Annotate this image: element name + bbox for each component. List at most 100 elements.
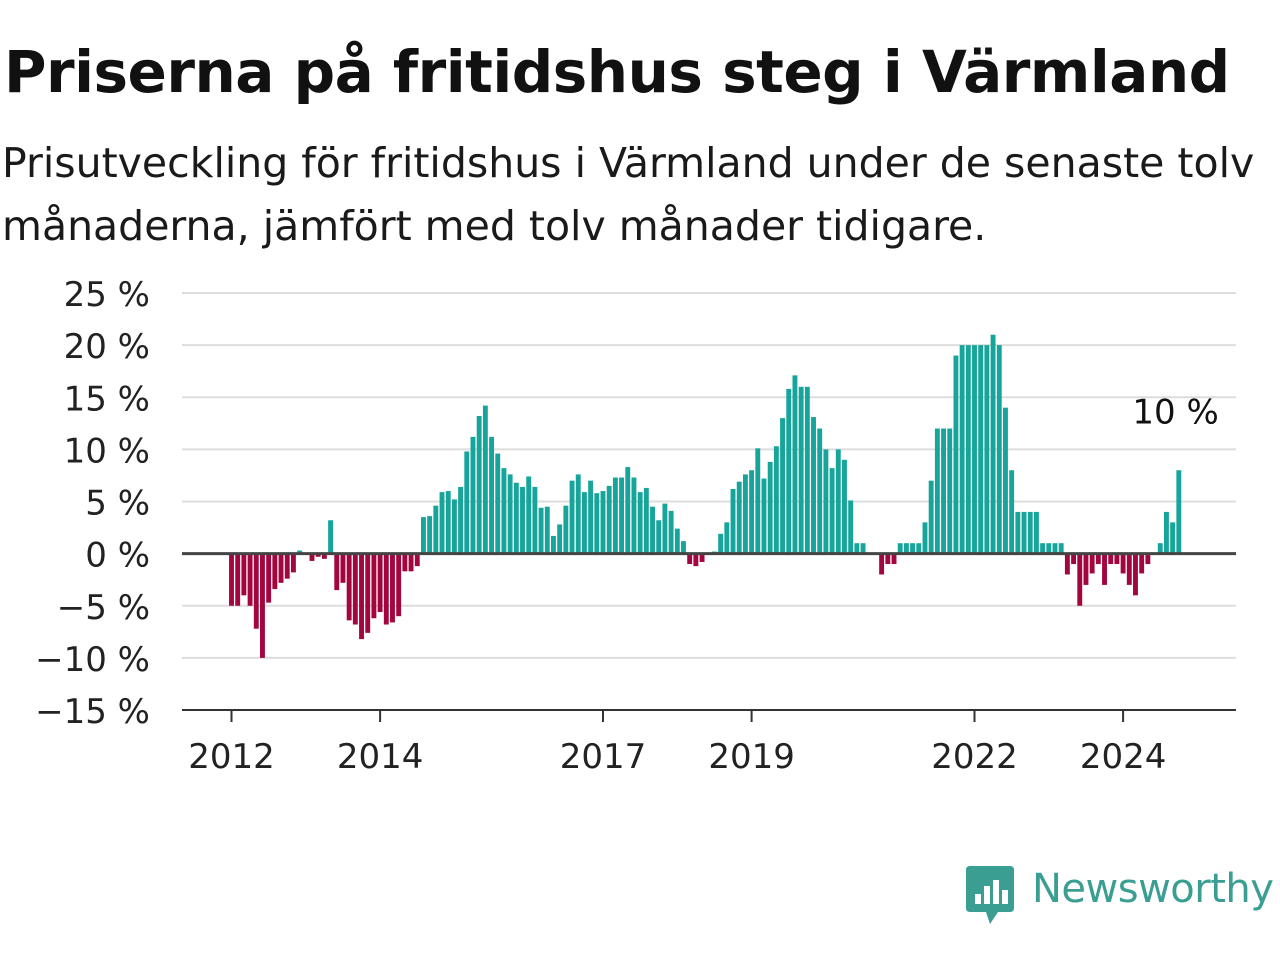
bar <box>755 448 761 554</box>
bar <box>965 345 971 554</box>
bar <box>588 480 594 554</box>
bar <box>278 553 284 583</box>
bar <box>650 506 655 554</box>
bar <box>284 553 290 579</box>
bar <box>761 478 767 554</box>
bar <box>482 405 488 554</box>
newsworthy-logo: Newsworthy <box>964 864 1274 928</box>
bar <box>928 480 934 554</box>
bar <box>501 468 507 554</box>
bar <box>681 541 686 554</box>
bar <box>798 386 804 554</box>
bar <box>934 428 940 554</box>
bar <box>1040 543 1046 554</box>
bar <box>489 436 494 554</box>
bar <box>1120 553 1126 574</box>
bar <box>1157 543 1163 554</box>
bar <box>922 522 928 554</box>
bar <box>972 345 977 554</box>
bar <box>247 553 253 606</box>
last-value-label: 10 % <box>1132 392 1218 432</box>
bar <box>953 355 959 554</box>
bar <box>551 535 556 554</box>
bar <box>408 553 414 572</box>
bar <box>507 474 513 554</box>
bar <box>916 543 922 554</box>
bar <box>668 510 674 554</box>
bar <box>891 553 897 565</box>
bar <box>612 477 618 554</box>
bar <box>235 553 241 606</box>
chart-subtitle: Prisutveckling för fritidshus i Värmland… <box>2 139 1255 250</box>
bar <box>581 492 587 554</box>
y-tick-label: 20 % <box>64 327 150 367</box>
bar <box>377 553 383 613</box>
bar <box>1139 553 1145 574</box>
bar <box>420 517 426 554</box>
bar <box>1170 522 1176 554</box>
bar <box>321 553 327 559</box>
y-tick-label: 25 % <box>64 275 150 315</box>
x-tick-label: 2014 <box>337 737 424 777</box>
bar <box>699 553 705 562</box>
bar <box>544 506 550 554</box>
bar <box>538 507 544 554</box>
x-tick-label: 2019 <box>708 737 795 777</box>
bar <box>823 449 829 554</box>
bar <box>1089 553 1095 574</box>
y-axis-tick-labels: 25 % 20 % 15 % 10 % 5 % 0 % −5 % −10 % −15 % <box>35 275 150 732</box>
bar <box>464 451 470 554</box>
bar <box>476 416 482 554</box>
bar <box>1052 543 1058 554</box>
bar <box>947 428 953 554</box>
bar <box>1015 511 1021 554</box>
bar <box>1126 553 1132 585</box>
bar <box>625 467 631 554</box>
x-tick-label: 2012 <box>188 737 275 777</box>
bar <box>309 553 315 561</box>
bar <box>520 486 525 554</box>
gridlines <box>182 292 1236 659</box>
bar <box>643 487 649 554</box>
bar <box>978 345 984 554</box>
bar <box>1095 553 1101 565</box>
bar <box>1021 511 1027 554</box>
bar <box>594 493 600 554</box>
bar <box>693 553 699 567</box>
bar <box>674 528 680 554</box>
bar <box>656 520 662 554</box>
bar <box>1046 543 1052 554</box>
bar <box>1027 511 1033 554</box>
bar <box>941 428 946 554</box>
newsworthy-logo-text: Newsworthy <box>1032 866 1274 912</box>
bar <box>1003 407 1008 554</box>
bar <box>352 553 358 625</box>
bar <box>272 553 278 590</box>
axes <box>182 552 1236 722</box>
bar <box>724 522 730 554</box>
bar <box>860 543 866 554</box>
bar <box>730 488 736 554</box>
bar <box>297 550 303 554</box>
bar <box>390 553 395 623</box>
x-axis-tick-labels: 2012 2014 2017 2019 2022 2024 <box>188 737 1166 777</box>
bar <box>451 499 457 554</box>
bar <box>1145 553 1151 565</box>
bar <box>842 459 847 554</box>
bar <box>1058 543 1064 554</box>
bar <box>959 345 965 554</box>
bar <box>829 468 835 554</box>
bar <box>811 417 816 554</box>
bar <box>990 334 996 554</box>
bar <box>854 543 860 554</box>
y-tick-label: −10 % <box>35 640 150 680</box>
bar <box>1083 553 1089 585</box>
bar <box>402 553 408 572</box>
bar <box>1133 553 1138 596</box>
bar <box>835 449 841 554</box>
bar <box>637 492 643 554</box>
bar <box>1108 553 1114 565</box>
bar <box>606 485 612 554</box>
bar <box>266 553 272 603</box>
bar <box>445 491 451 554</box>
